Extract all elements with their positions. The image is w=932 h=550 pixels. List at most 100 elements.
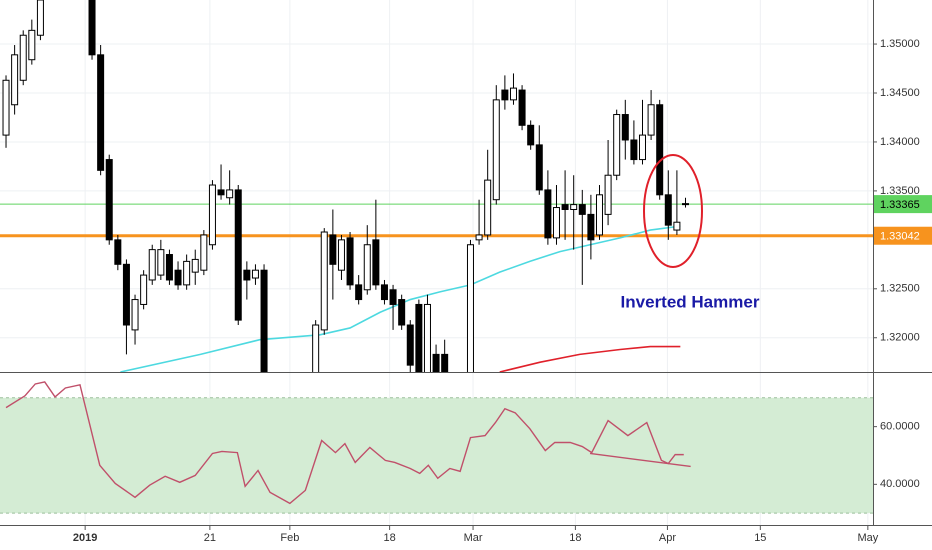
candle-body <box>423 303 431 372</box>
candle-body <box>234 189 242 321</box>
candle-body <box>131 299 139 331</box>
x-tick-label: 2019 <box>73 532 97 544</box>
price-level-tag <box>874 226 932 245</box>
x-tick-label: 18 <box>383 532 395 544</box>
candle-body <box>372 239 380 286</box>
candle-body <box>260 269 268 372</box>
candle-body <box>380 284 388 301</box>
price-level-label: 1.33042 <box>880 231 920 243</box>
candle-body <box>647 104 655 136</box>
rsi-trendline <box>589 452 691 468</box>
candle-body <box>200 234 208 271</box>
candle-body <box>621 114 629 141</box>
candle-body <box>466 244 474 372</box>
x-tick-label: 15 <box>754 532 766 544</box>
candle-body <box>312 324 320 372</box>
candle-body <box>36 0 44 36</box>
candle-body <box>509 87 517 101</box>
rsi-pane <box>0 381 873 514</box>
candle-body <box>681 203 689 206</box>
candle-body <box>19 34 27 81</box>
x-tick-label: Apr <box>659 532 676 544</box>
x-tick-label: 21 <box>204 532 216 544</box>
candle-body <box>148 249 156 281</box>
candle-body <box>217 189 225 196</box>
rsi-band <box>0 397 873 514</box>
candle-body <box>613 114 621 176</box>
candle-body <box>432 353 440 372</box>
y-tick-label: 1.33500 <box>880 185 920 197</box>
candle-body <box>638 134 646 161</box>
candle-body <box>570 204 578 210</box>
candle-body <box>97 54 105 171</box>
candle-body <box>630 139 638 161</box>
candle-body <box>174 269 182 286</box>
moving-average <box>499 345 681 372</box>
candle-body <box>329 234 337 265</box>
candle-body <box>88 0 96 56</box>
candle-body <box>484 179 492 236</box>
candle-body <box>157 249 165 276</box>
candle-body <box>243 269 251 281</box>
y-tick-label: 1.32500 <box>880 283 920 295</box>
candle-body <box>251 269 259 279</box>
candle-body <box>389 289 397 305</box>
candle-body <box>105 159 113 241</box>
axes: 2019 21 Feb 18 Mar 18 Apr 15 May 1.35000 1.34500 1.… <box>73 38 932 544</box>
annotation: Inverted Hammer <box>621 292 760 311</box>
candle-body <box>492 99 500 201</box>
y-tick-label: 40.0000 <box>880 478 920 490</box>
candle-body <box>11 54 19 106</box>
candle-body <box>561 204 569 210</box>
rsi-line <box>5 381 684 505</box>
candle-body <box>363 244 371 291</box>
candle-body <box>535 144 543 191</box>
candle-body <box>527 124 535 146</box>
price-level-label: 1.33365 <box>880 199 920 211</box>
candle-body <box>346 237 354 286</box>
candle-body <box>320 231 328 331</box>
candle-body <box>587 213 595 241</box>
candle-body <box>28 29 36 61</box>
candle-body <box>544 189 552 239</box>
x-tick-label: Feb <box>280 532 299 544</box>
x-tick-label: Mar <box>464 532 483 544</box>
candle-body <box>2 79 10 136</box>
candle-body <box>226 189 234 199</box>
candle-body <box>501 89 509 101</box>
y-tick-label: 1.35000 <box>880 38 920 50</box>
candle-body <box>140 274 148 305</box>
price-pane <box>0 0 873 372</box>
candle-body <box>552 207 560 239</box>
candle-body <box>673 221 681 231</box>
candle-body <box>518 89 526 126</box>
candle-body <box>114 239 122 265</box>
candle-body <box>122 263 130 326</box>
candle-body <box>406 324 414 366</box>
candle-body <box>208 184 216 246</box>
y-tick-label: 1.32000 <box>880 332 920 344</box>
candle-body <box>337 239 345 271</box>
x-tick-label: May <box>857 532 878 544</box>
candle-body <box>578 204 586 215</box>
candle-body <box>475 234 483 241</box>
highlight-ellipse <box>643 154 703 268</box>
y-tick-label: 60.0000 <box>880 421 920 433</box>
candle-body <box>656 104 664 196</box>
candle-body <box>664 194 672 226</box>
candle-body <box>165 254 173 281</box>
x-tick-label: 18 <box>569 532 581 544</box>
y-tick-label: 1.34000 <box>880 136 920 148</box>
candle-body <box>604 174 612 215</box>
candle-body <box>441 353 449 372</box>
candle-body <box>595 194 603 236</box>
candle-body <box>415 303 423 372</box>
candle-body <box>398 299 406 326</box>
moving-average <box>120 225 681 372</box>
price-level-tag <box>874 195 932 214</box>
candle-body <box>191 258 199 273</box>
y-tick-label: 1.34500 <box>880 87 920 99</box>
candle-body <box>183 260 191 286</box>
